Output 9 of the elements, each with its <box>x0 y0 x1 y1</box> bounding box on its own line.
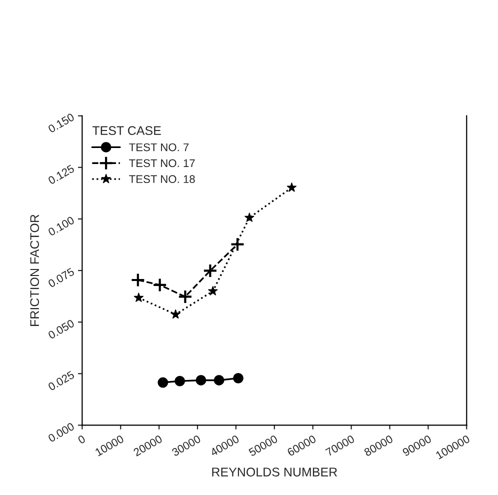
x-axis-title: REYNOLDS NUMBER <box>212 468 338 476</box>
y-axis-title: FRICTION FACTOR <box>30 214 40 326</box>
legend-label: TEST NO. 7 <box>129 143 189 152</box>
legend-label: TEST NO. 18 <box>129 175 195 184</box>
x-tick-label: 0 <box>77 434 86 444</box>
y-tick-label: 0.050 <box>48 319 75 340</box>
legend-label: TEST NO. 17 <box>129 159 195 168</box>
y-tick-label: 0.000 <box>48 422 75 442</box>
legend-title: TEST CASE <box>92 126 161 136</box>
